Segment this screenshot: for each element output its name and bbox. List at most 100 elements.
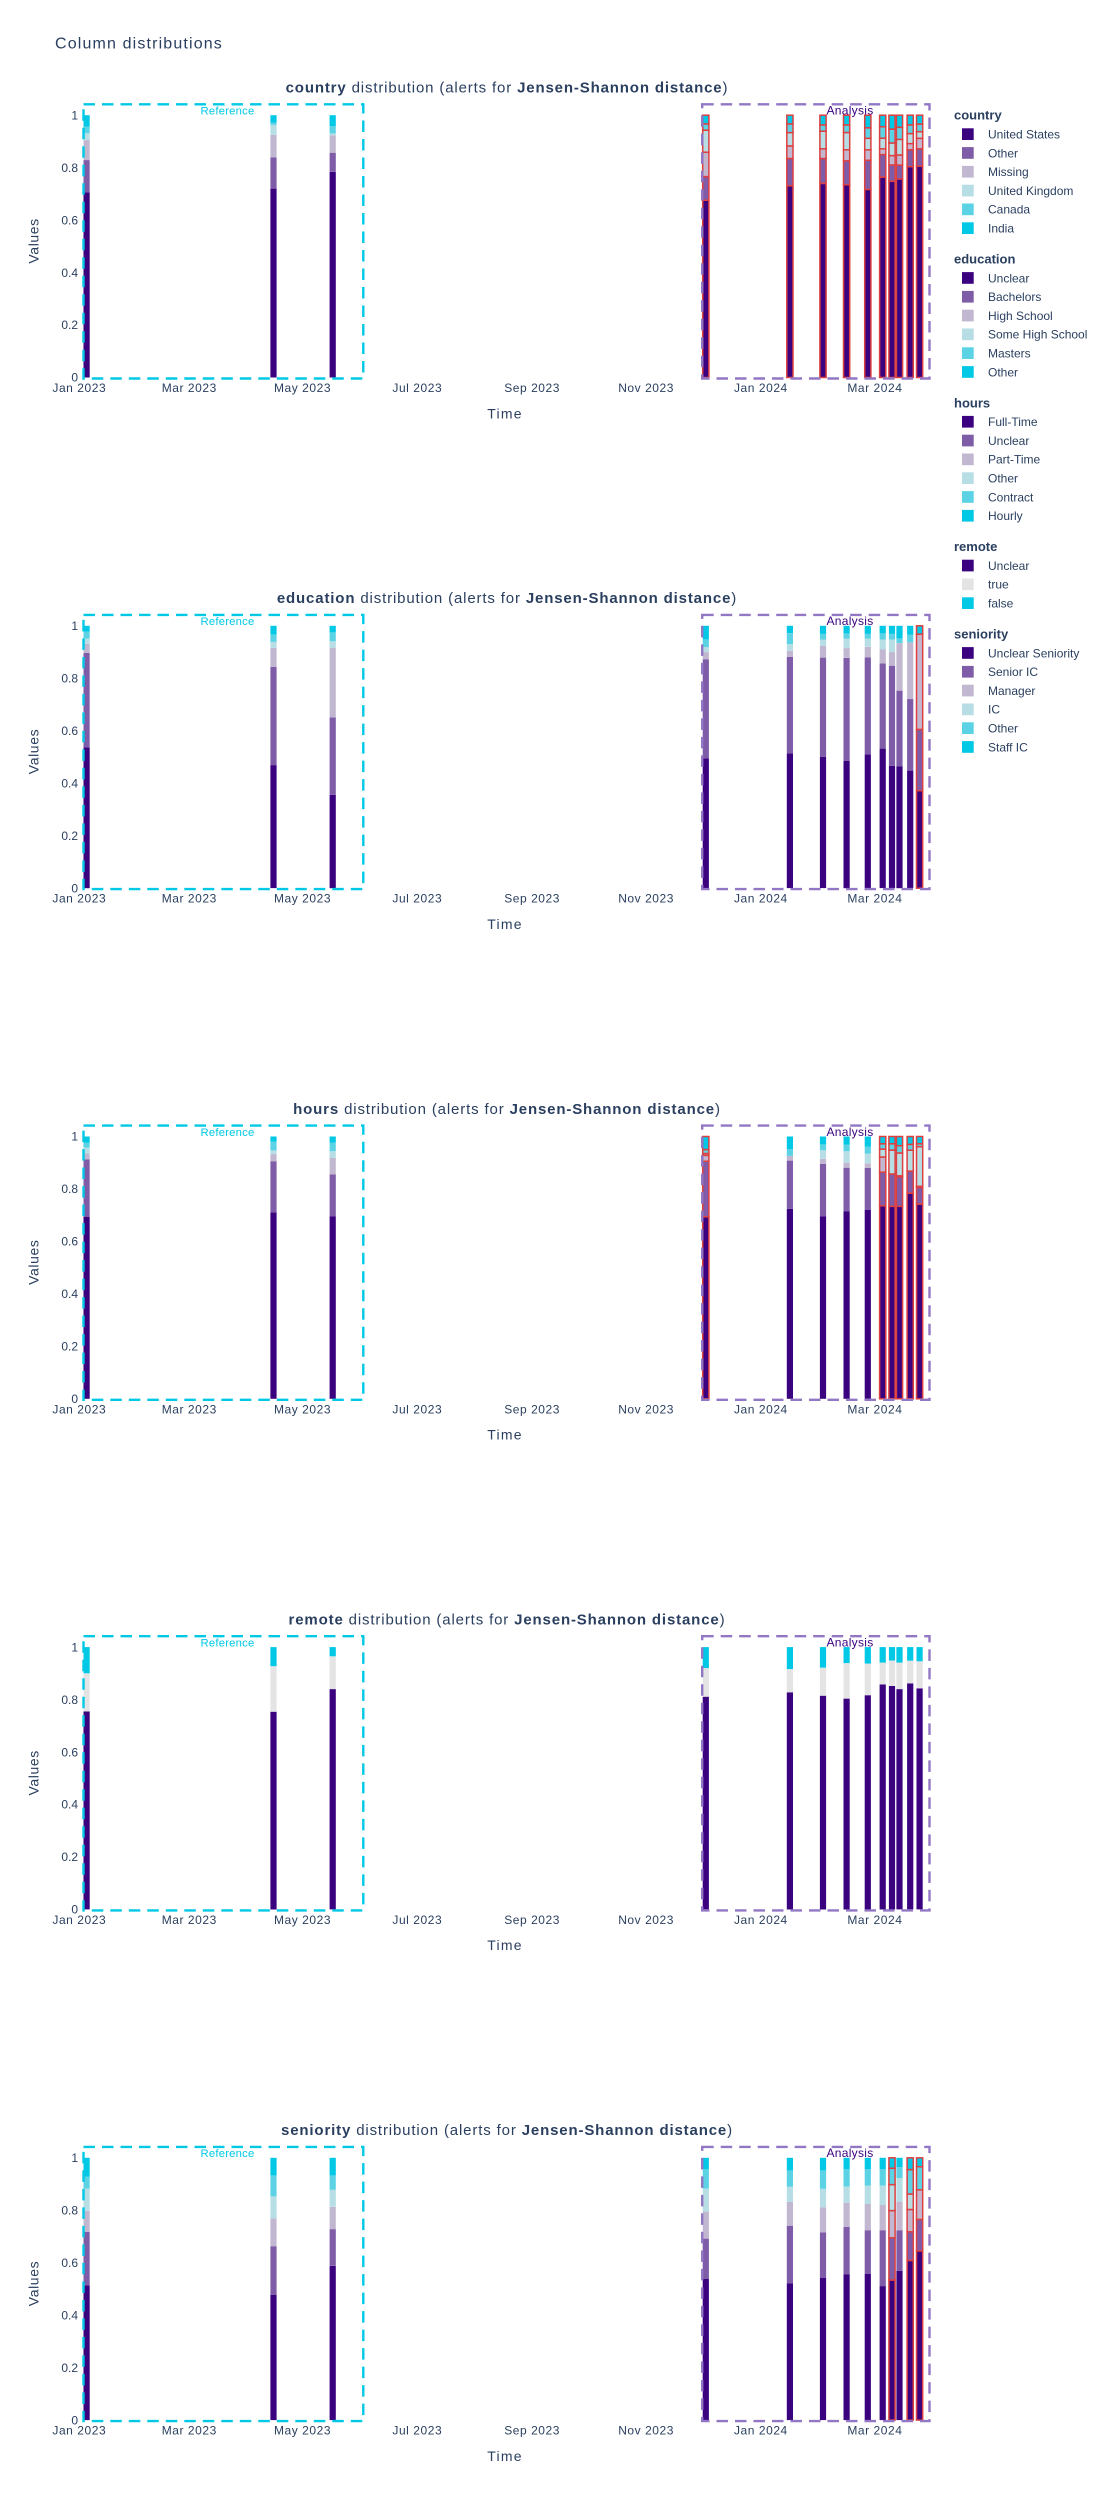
svg-text:country distribution (alerts f: country distribution (alerts for Jensen-… [286, 80, 729, 97]
svg-text:Unclear: Unclear [988, 271, 1029, 285]
svg-text:0.2: 0.2 [61, 1850, 78, 1864]
svg-text:Jan 2023: Jan 2023 [52, 1402, 106, 1416]
svg-text:Jul 2023: Jul 2023 [392, 381, 442, 395]
svg-text:Sep 2023: Sep 2023 [504, 892, 560, 906]
svg-text:0.6: 0.6 [61, 2256, 78, 2270]
svg-text:Sep 2023: Sep 2023 [504, 2424, 560, 2438]
svg-text:Reference: Reference [201, 1127, 255, 1139]
svg-text:Unclear: Unclear [988, 434, 1029, 448]
svg-text:Mar 2023: Mar 2023 [162, 1402, 217, 1416]
svg-text:Mar 2024: Mar 2024 [847, 1913, 902, 1927]
svg-text:Values: Values [26, 729, 42, 774]
svg-text:0: 0 [71, 1392, 78, 1406]
svg-text:May 2023: May 2023 [274, 1402, 331, 1416]
svg-text:High School: High School [988, 309, 1053, 323]
svg-text:1: 1 [71, 1640, 78, 1654]
svg-text:Some High School: Some High School [988, 328, 1087, 342]
svg-text:Jan 2023: Jan 2023 [52, 892, 106, 906]
svg-text:Time: Time [487, 1937, 522, 1953]
svg-text:Time: Time [487, 405, 522, 421]
svg-text:remote: remote [954, 539, 997, 554]
svg-text:0.8: 0.8 [61, 1182, 78, 1196]
svg-text:Masters: Masters [988, 347, 1031, 361]
svg-text:Values: Values [26, 1750, 42, 1795]
svg-text:0: 0 [71, 371, 78, 385]
svg-text:Unclear Seniority: Unclear Seniority [988, 646, 1079, 660]
svg-text:Bachelors: Bachelors [988, 290, 1041, 304]
svg-text:0.6: 0.6 [61, 1235, 78, 1249]
svg-text:Analysis: Analysis [826, 1125, 873, 1139]
svg-text:0.2: 0.2 [61, 2361, 78, 2375]
svg-text:Column distributions: Column distributions [55, 36, 223, 53]
svg-text:Jul 2023: Jul 2023 [392, 1913, 442, 1927]
svg-text:0.4: 0.4 [61, 776, 78, 790]
svg-text:Analysis: Analysis [826, 1636, 873, 1650]
svg-text:Jul 2023: Jul 2023 [392, 892, 442, 906]
svg-text:Values: Values [26, 1240, 42, 1285]
svg-text:Full-Time: Full-Time [988, 415, 1038, 429]
svg-text:Values: Values [26, 2261, 42, 2306]
svg-text:0: 0 [71, 881, 78, 895]
svg-text:Mar 2024: Mar 2024 [847, 2424, 902, 2438]
svg-text:0.6: 0.6 [61, 1745, 78, 1759]
svg-text:May 2023: May 2023 [274, 892, 331, 906]
svg-text:Canada: Canada [988, 203, 1030, 217]
svg-text:Staff IC: Staff IC [988, 740, 1028, 754]
svg-text:Sep 2023: Sep 2023 [504, 1913, 560, 1927]
svg-text:Time: Time [487, 916, 522, 932]
svg-text:seniority distribution (alerts: seniority distribution (alerts for Jense… [281, 2122, 733, 2139]
svg-text:Jan 2024: Jan 2024 [734, 1913, 788, 1927]
svg-text:Sep 2023: Sep 2023 [504, 381, 560, 395]
svg-text:May 2023: May 2023 [274, 1913, 331, 1927]
svg-text:0.2: 0.2 [61, 318, 78, 332]
svg-text:hours distribution (alerts for: hours distribution (alerts for Jensen-Sh… [293, 1101, 721, 1118]
svg-text:Jan 2023: Jan 2023 [52, 1913, 106, 1927]
svg-text:Mar 2023: Mar 2023 [162, 892, 217, 906]
svg-text:education: education [954, 252, 1015, 267]
svg-text:Nov 2023: Nov 2023 [618, 1913, 674, 1927]
svg-text:Nov 2023: Nov 2023 [618, 2424, 674, 2438]
svg-text:Mar 2023: Mar 2023 [162, 381, 217, 395]
svg-text:Other: Other [988, 146, 1018, 160]
svg-text:0.8: 0.8 [61, 2204, 78, 2218]
svg-text:Contract: Contract [988, 490, 1034, 504]
svg-text:0.2: 0.2 [61, 1340, 78, 1354]
svg-text:Analysis: Analysis [826, 2146, 873, 2160]
svg-text:Jan 2023: Jan 2023 [52, 2424, 106, 2438]
svg-text:1: 1 [71, 2151, 78, 2165]
svg-text:0.8: 0.8 [61, 672, 78, 686]
svg-text:Nov 2023: Nov 2023 [618, 1402, 674, 1416]
svg-text:Analysis: Analysis [826, 614, 873, 628]
svg-text:Reference: Reference [201, 2148, 255, 2160]
svg-text:May 2023: May 2023 [274, 381, 331, 395]
svg-text:0: 0 [71, 1903, 78, 1917]
svg-text:Analysis: Analysis [826, 104, 873, 118]
svg-text:May 2023: May 2023 [274, 2424, 331, 2438]
svg-text:0.4: 0.4 [61, 1287, 78, 1301]
svg-text:Jan 2024: Jan 2024 [734, 2424, 788, 2438]
svg-text:education distribution (alerts: education distribution (alerts for Jense… [277, 590, 737, 607]
svg-text:Other: Other [988, 722, 1018, 736]
svg-text:United States: United States [988, 128, 1060, 142]
svg-text:Part-Time: Part-Time [988, 453, 1041, 467]
svg-text:Mar 2024: Mar 2024 [847, 892, 902, 906]
svg-text:false: false [988, 597, 1014, 611]
svg-text:0.4: 0.4 [61, 2308, 78, 2322]
svg-text:0.2: 0.2 [61, 829, 78, 843]
svg-text:Jan 2024: Jan 2024 [734, 381, 788, 395]
svg-text:seniority: seniority [954, 627, 1009, 642]
svg-text:Time: Time [487, 1427, 522, 1443]
svg-text:Missing: Missing [988, 165, 1029, 179]
svg-text:United Kingdom: United Kingdom [988, 184, 1073, 198]
svg-text:0.4: 0.4 [61, 1798, 78, 1812]
svg-text:IC: IC [988, 703, 1000, 717]
svg-text:Jul 2023: Jul 2023 [392, 1402, 442, 1416]
svg-text:Reference: Reference [201, 616, 255, 628]
svg-text:Reference: Reference [201, 1638, 255, 1650]
svg-text:Mar 2023: Mar 2023 [162, 2424, 217, 2438]
svg-text:0.6: 0.6 [61, 213, 78, 227]
svg-text:0.8: 0.8 [61, 1693, 78, 1707]
svg-text:true: true [988, 578, 1009, 592]
svg-text:1: 1 [71, 108, 78, 122]
svg-text:Other: Other [988, 472, 1018, 486]
